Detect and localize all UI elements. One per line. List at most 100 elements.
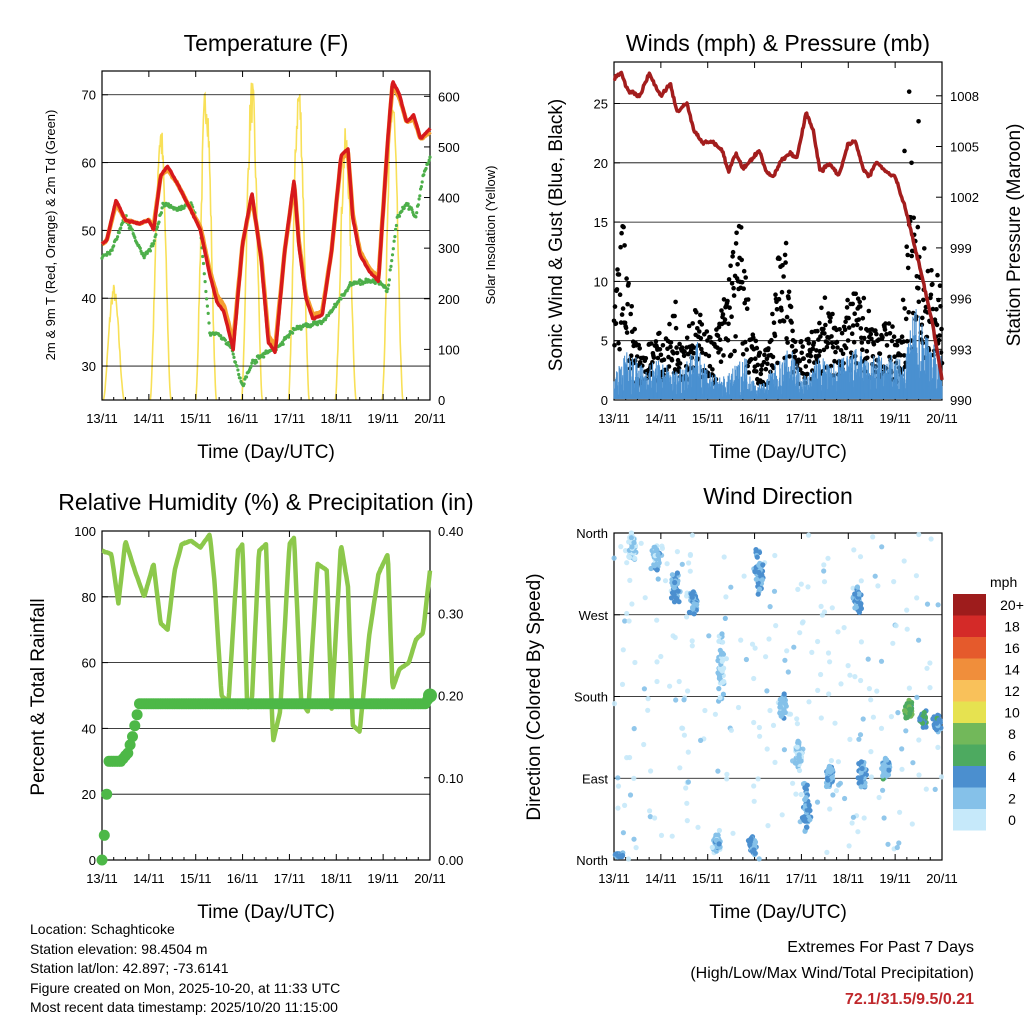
gust-point — [823, 322, 828, 328]
gust-point — [775, 360, 780, 366]
direction-point — [675, 588, 681, 594]
gust-point — [744, 347, 749, 352]
dewpoint-point — [250, 361, 254, 365]
gust-point — [741, 268, 747, 274]
gust-point — [934, 322, 940, 328]
gust-point — [622, 320, 628, 326]
direction-point — [935, 744, 941, 751]
direction-point — [852, 605, 858, 611]
direction-point — [655, 576, 661, 582]
gust-point — [624, 276, 629, 281]
direction-point — [724, 776, 730, 782]
gust-point — [690, 321, 695, 326]
direction-point — [821, 609, 828, 615]
direction-point — [921, 709, 927, 716]
legend-label: 20+ — [1000, 597, 1024, 613]
gust-point — [789, 343, 795, 349]
dewpoint-point — [112, 244, 116, 248]
gust-point — [904, 244, 909, 249]
gust-point — [784, 336, 789, 341]
gust-point — [806, 340, 812, 346]
direction-point — [669, 833, 675, 839]
direction-point — [914, 694, 920, 701]
gust-point — [892, 354, 897, 360]
gust-point — [844, 305, 850, 310]
gust-point — [808, 349, 813, 355]
direction-point — [652, 815, 658, 821]
direction-point — [751, 675, 757, 682]
direction-point — [730, 830, 736, 836]
extremes-box: Extremes For Past 7 Days (High/Low/Max W… — [690, 935, 974, 1013]
direction-point — [766, 636, 772, 642]
solar-peak-3 — [240, 82, 264, 401]
gust-point — [803, 364, 809, 369]
gust-point — [719, 308, 724, 313]
gust-point — [732, 348, 737, 354]
direction-point — [849, 820, 855, 826]
gust-point — [851, 339, 857, 345]
direction-point — [895, 710, 901, 716]
gust-point — [612, 304, 618, 309]
gust-point — [822, 331, 827, 336]
gust-point — [822, 295, 828, 301]
gust-point — [674, 345, 679, 350]
dewpoint-series — [100, 155, 432, 388]
gust-outlier — [906, 89, 912, 94]
gust-point — [786, 289, 792, 295]
direction-point — [676, 678, 682, 685]
gust-point — [740, 352, 746, 357]
dewpoint-point — [154, 233, 158, 237]
gust-point — [694, 310, 699, 315]
direction-point — [647, 808, 653, 814]
dewpoint-point — [157, 220, 161, 224]
gust-point — [817, 348, 823, 354]
gust-point — [806, 336, 811, 342]
direction-point — [777, 704, 783, 710]
direction-point — [755, 776, 761, 782]
direction-point — [627, 754, 633, 761]
direction-point — [876, 794, 882, 801]
direction-point — [924, 665, 930, 671]
precip-point — [101, 788, 113, 800]
gust-point — [821, 326, 826, 332]
direction-point — [757, 733, 763, 739]
direction-point — [611, 555, 617, 561]
direction-point — [622, 548, 629, 554]
direction-point — [615, 805, 621, 811]
temperature-title: Temperature (F) — [184, 30, 349, 56]
x-tick-label: 20/11 — [926, 411, 958, 426]
y-tick-label: 15 — [594, 215, 608, 230]
direction-point — [865, 656, 871, 662]
direction-point — [825, 650, 832, 656]
direction-point — [794, 721, 801, 727]
gust-point — [829, 334, 834, 339]
direction-point — [723, 594, 729, 600]
dewpoint-point — [203, 280, 207, 284]
direction-point — [916, 531, 922, 538]
gust-point — [616, 272, 622, 277]
direction-point — [620, 830, 627, 836]
direction-point — [706, 633, 712, 639]
direction-point — [861, 815, 867, 821]
gust-point — [902, 306, 907, 311]
speed-legend: 0 2 4 6 8 10 12 14 16 18 20+ — [953, 594, 1024, 831]
direction-point — [683, 785, 689, 791]
gust-point — [936, 337, 942, 343]
direction-point — [767, 707, 773, 714]
direction-point — [624, 560, 630, 566]
direction-point — [691, 601, 697, 607]
gust-point — [619, 312, 625, 317]
direction-point — [906, 685, 913, 691]
direction-point — [615, 775, 621, 781]
direction-point — [870, 534, 876, 540]
y2-tick-label: 0 — [438, 393, 445, 408]
gust-point — [626, 281, 631, 286]
direction-point — [878, 658, 885, 664]
direction-point — [624, 610, 630, 617]
direction-point — [617, 853, 623, 859]
legend-title: mph — [990, 574, 1017, 590]
direction-point — [801, 815, 808, 821]
dewpoint-point — [428, 155, 432, 159]
direction-point — [698, 737, 704, 744]
gust-series — [611, 89, 945, 390]
